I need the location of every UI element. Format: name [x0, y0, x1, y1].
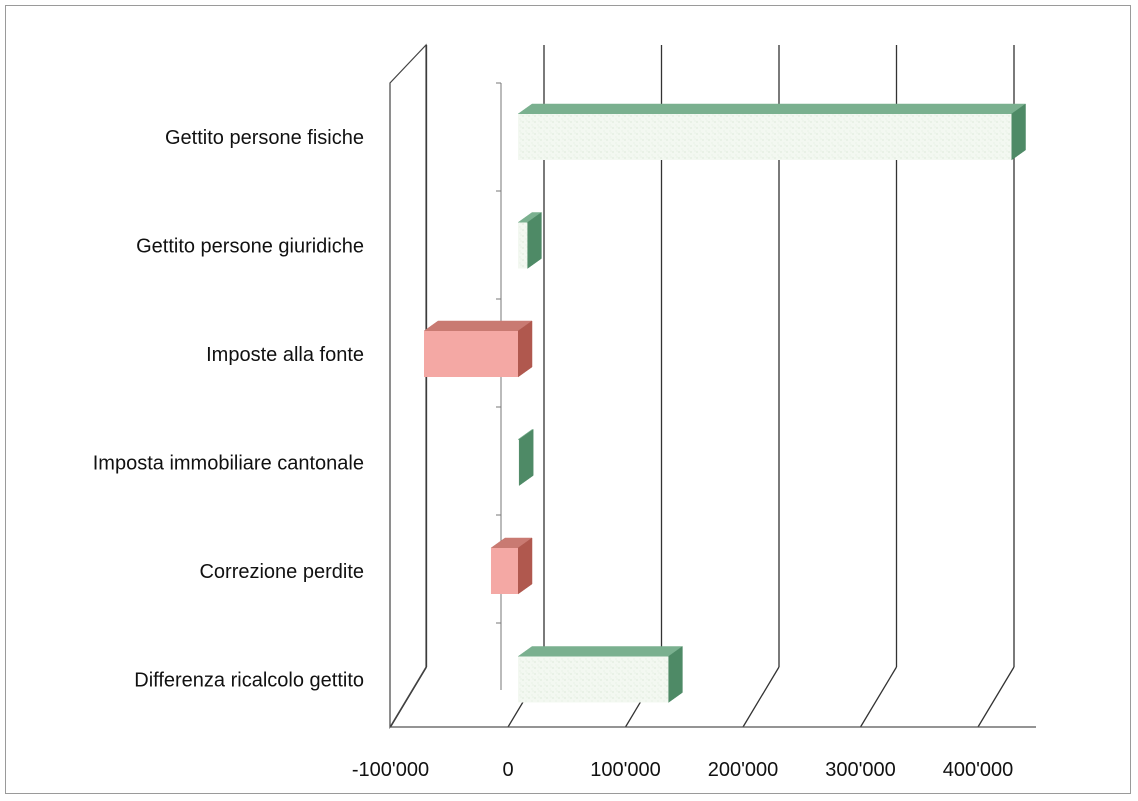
x-tick-label: -100'000: [352, 759, 429, 781]
bar: [517, 429, 534, 486]
category-label: Differenza ricalcolo gettito: [134, 670, 364, 692]
x-tick-label: 300'000: [825, 759, 896, 781]
category-label: Gettito persone giuridiche: [136, 236, 364, 258]
x-tick-label: 0: [502, 759, 513, 781]
x-tick-label: 400'000: [943, 759, 1014, 781]
bar: [517, 103, 1027, 161]
gridline-floor: [859, 666, 898, 728]
bar-side-face: [668, 646, 683, 703]
bar-top-face: [423, 320, 533, 332]
bar-front-face: [424, 331, 518, 377]
gridline-floor: [742, 666, 780, 728]
chart-frame: [5, 5, 1131, 794]
bar-top-face: [517, 103, 1027, 115]
bar-side-face: [517, 320, 533, 378]
bar-side-face: [527, 212, 542, 269]
x-tick-label: 100'000: [590, 759, 661, 781]
x-tick-label: 200'000: [708, 759, 779, 781]
bar-front-face: [518, 222, 528, 269]
bar-side-face: [518, 429, 534, 486]
bar-side-face: [517, 537, 533, 595]
bar-top-face: [517, 646, 684, 657]
bar: [490, 537, 533, 595]
labels: -100'000 0 100'000 200'000 300'000 400'000 Get…: [93, 127, 1014, 781]
category-label: Correzione perdite: [199, 561, 364, 583]
bar-front-face: [518, 114, 1012, 160]
gridline-floor: [977, 666, 1015, 728]
category-label: Imposte alla fonte: [206, 344, 364, 366]
category-label: Gettito persone fisiche: [165, 127, 364, 149]
bar: [423, 320, 533, 378]
bar-front-face: [490, 548, 518, 594]
bar: [517, 212, 543, 269]
bar-side-face: [1011, 103, 1026, 161]
bar: [517, 646, 684, 703]
category-label: Imposta immobiliare cantonale: [93, 453, 364, 475]
bar-front-face: [518, 656, 669, 703]
side-wall: [389, 43, 427, 730]
bars: [423, 103, 1027, 703]
